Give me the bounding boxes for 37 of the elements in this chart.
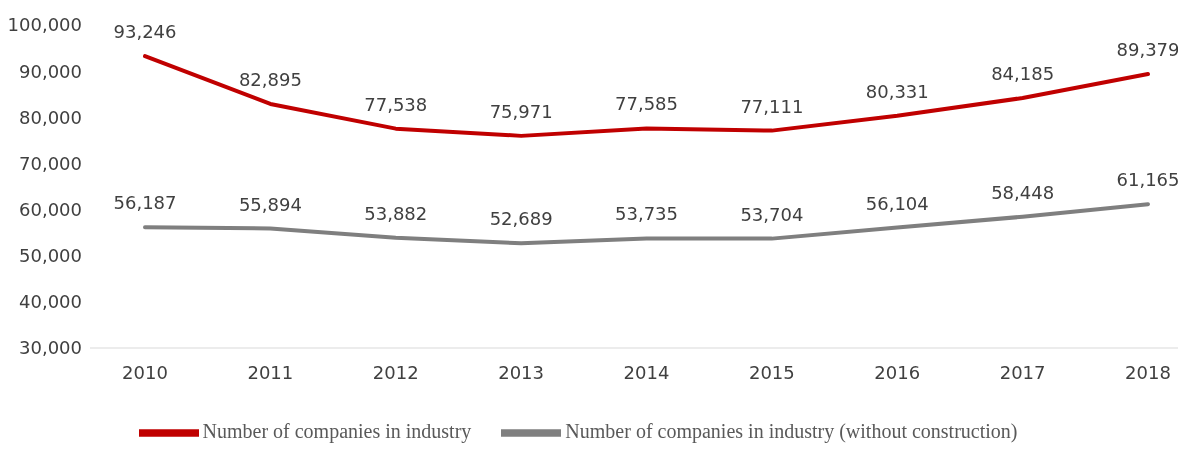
- data-label: 58,448: [991, 181, 1055, 203]
- data-label: 93,246: [113, 21, 177, 43]
- legend-label: Number of companies in industry: [202, 419, 472, 442]
- data-label: 56,187: [113, 192, 177, 214]
- data-label: 61,165: [1116, 169, 1180, 191]
- y-tick-label: 90,000: [19, 60, 82, 82]
- x-tick-label: 2011: [247, 361, 294, 383]
- data-label: 55,894: [238, 193, 302, 215]
- data-label: 77,538: [364, 93, 428, 115]
- data-label: 84,185: [991, 62, 1055, 84]
- x-tick-label: 2017: [999, 361, 1046, 383]
- x-tick-label: 2015: [748, 361, 795, 383]
- data-label: 77,585: [615, 93, 678, 115]
- data-label: 82,895: [238, 68, 302, 90]
- data-label: 75,971: [489, 100, 553, 122]
- y-tick-label: 70,000: [19, 152, 82, 174]
- y-tick-label: 40,000: [19, 291, 82, 313]
- x-tick-label: 2012: [372, 361, 419, 383]
- data-label: 53,704: [740, 203, 804, 225]
- data-label: 53,882: [364, 202, 428, 224]
- y-tick-label: 60,000: [19, 198, 82, 220]
- data-label: 52,689: [489, 208, 553, 230]
- data-label: 80,331: [865, 80, 929, 102]
- data-label: 89,379: [1116, 39, 1180, 61]
- y-tick-label: 100,000: [7, 14, 82, 36]
- x-tick-label: 2014: [623, 361, 670, 383]
- x-tick-label: 2010: [122, 361, 168, 383]
- x-tick-label: 2013: [498, 361, 545, 383]
- x-tick-label: 2018: [1125, 361, 1171, 383]
- legend-label: Number of companies in industry (without construction): [565, 419, 1018, 442]
- data-label: 53,735: [615, 203, 678, 225]
- data-label: 56,104: [865, 192, 929, 214]
- x-tick-label: 2016: [874, 361, 921, 383]
- y-tick-label: 50,000: [19, 245, 82, 267]
- y-tick-label: 30,000: [19, 337, 82, 359]
- y-tick-label: 80,000: [19, 106, 82, 128]
- data-label: 77,111: [740, 95, 804, 117]
